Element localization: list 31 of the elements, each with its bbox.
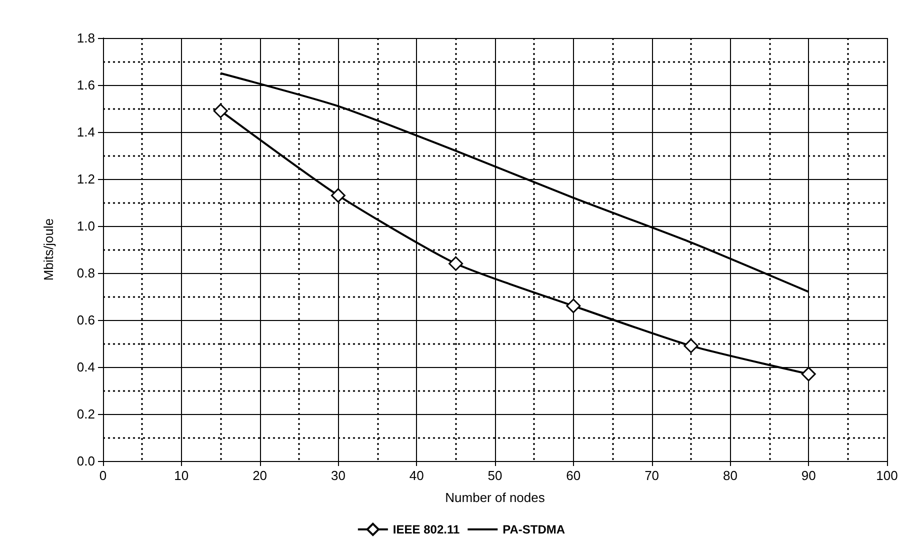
point <box>684 338 698 354</box>
legend-label: IEEE 802.11 <box>392 522 460 536</box>
y-tick-label: 1.0 <box>76 218 95 234</box>
x-tick-label: 50 <box>488 468 502 483</box>
y-tick-label: 0.2 <box>76 406 95 422</box>
point <box>566 298 581 314</box>
y-tick-label: 0.8 <box>76 266 95 280</box>
point <box>448 256 464 271</box>
x-tick-label: 60 <box>566 468 581 483</box>
legend-label: PA-STDMA <box>502 522 566 536</box>
x-tick-label: 10 <box>174 468 189 483</box>
y-tick-label: 1.8 <box>76 30 95 46</box>
x-tick-label: 100 <box>876 468 898 483</box>
x-tick-label: 30 <box>330 468 346 483</box>
point <box>801 366 816 382</box>
x-tick-label: 70 <box>644 468 660 483</box>
x-axis-title: Number of nodes <box>445 490 546 505</box>
y-axis-title: Mbits/joule <box>41 218 56 281</box>
y-tick-label: 1.4 <box>76 124 95 140</box>
y-tick-label: 1.6 <box>76 78 95 92</box>
y-tick-label: 0.4 <box>76 360 95 374</box>
x-tick-label: 90 <box>801 468 816 483</box>
x-tick-label: 80 <box>722 468 738 483</box>
x-tick-label: 40 <box>409 468 424 483</box>
y-tick-label: 1.2 <box>76 172 95 186</box>
point <box>213 104 228 118</box>
point <box>330 188 346 203</box>
x-tick-label: 0 <box>99 468 107 483</box>
y-tick-label: 0.0 <box>76 454 95 468</box>
y-tick-label: 0.6 <box>76 312 95 328</box>
x-tick-label: 20 <box>252 468 268 483</box>
